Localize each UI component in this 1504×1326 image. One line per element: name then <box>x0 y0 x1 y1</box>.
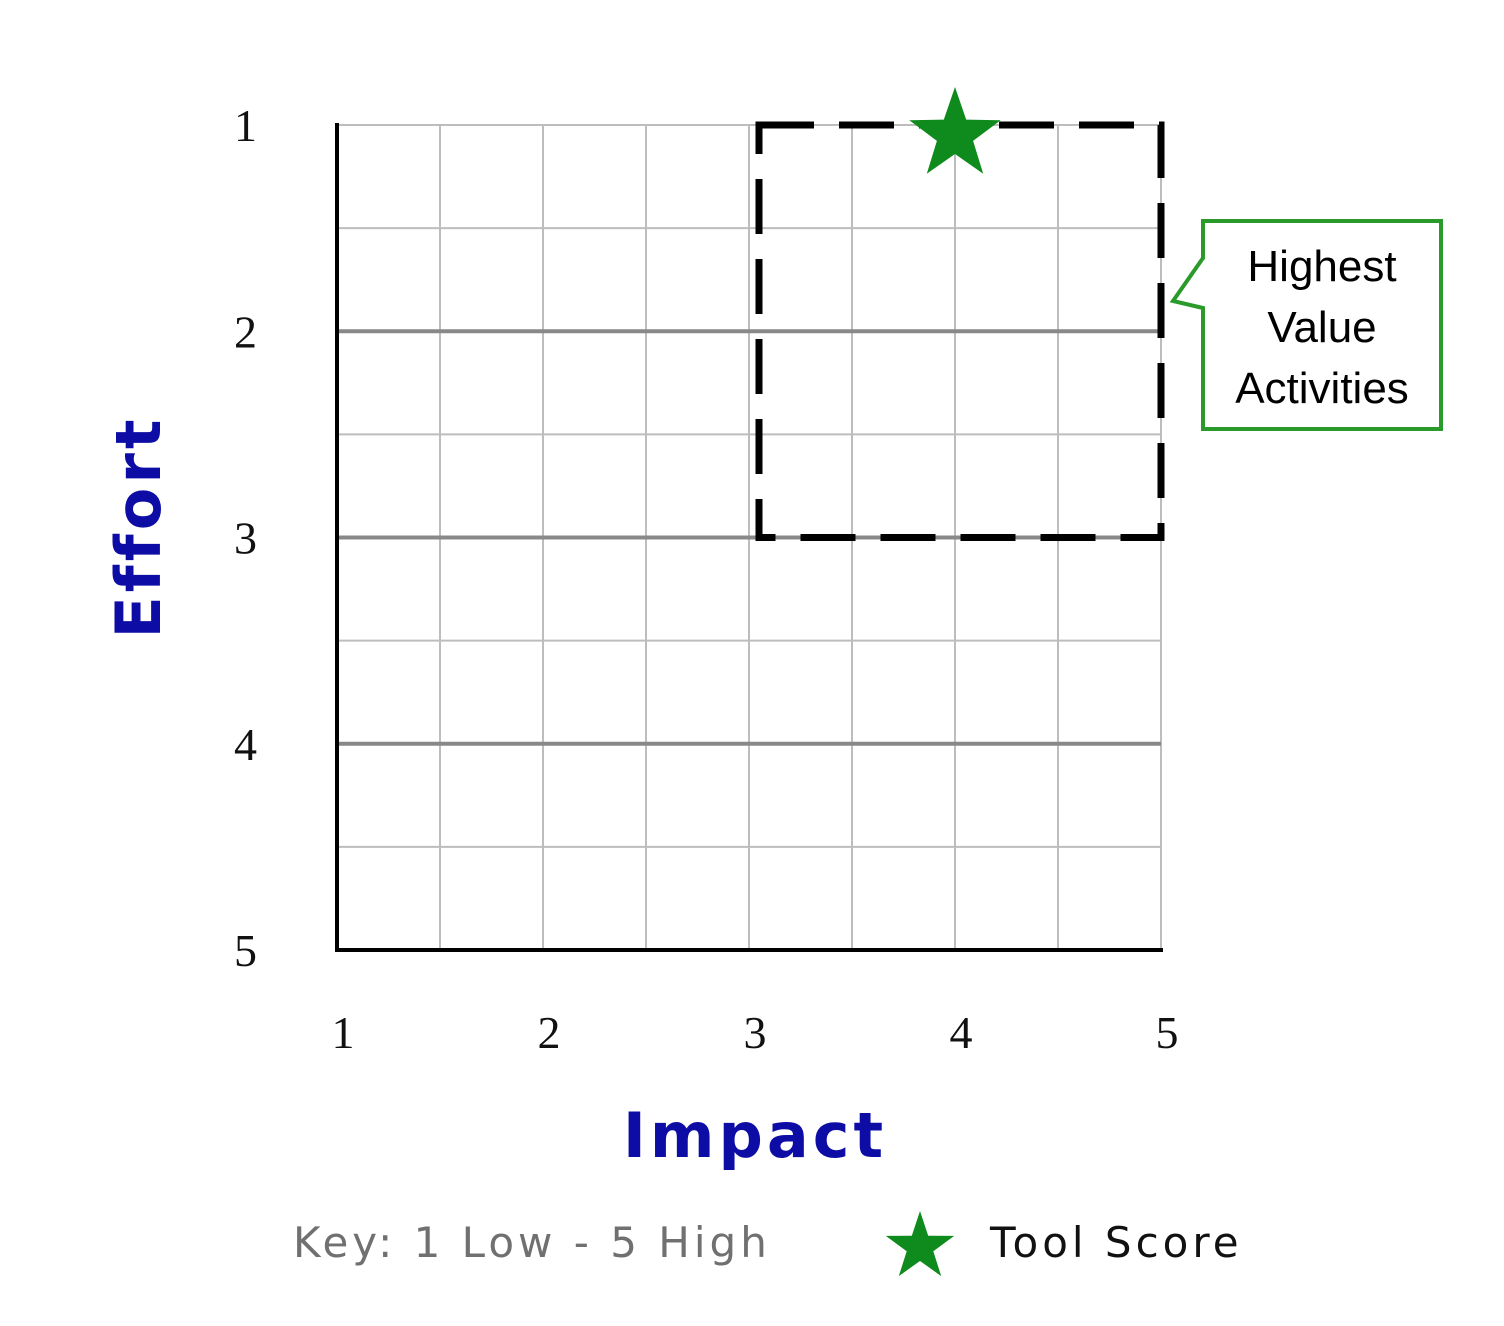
x-axis-title: Impact <box>623 1099 887 1172</box>
legend-label-tool-score: Tool Score <box>989 1218 1243 1267</box>
legend-star-icon <box>885 1211 955 1277</box>
callout-box <box>1169 219 1443 431</box>
y-tick-label: 5 <box>234 925 257 976</box>
legend: Tool Score <box>885 1211 1243 1277</box>
x-tick-label: 3 <box>744 1007 767 1058</box>
y-tick-label: 3 <box>234 513 257 564</box>
callout-line-1: Highest <box>1247 242 1396 291</box>
tick-labels: 1 2 3 4 5 1 2 3 4 5 <box>234 100 1179 1058</box>
tool-score-star <box>909 87 1001 174</box>
y-tick-label: 1 <box>234 100 257 151</box>
x-tick-label: 5 <box>1156 1007 1179 1058</box>
y-tick-label: 4 <box>234 719 257 770</box>
y-axis-title: Effort <box>102 415 175 638</box>
callout-line-2: Value <box>1267 303 1376 352</box>
x-tick-label: 2 <box>538 1007 561 1058</box>
axes <box>335 123 1163 952</box>
grid <box>337 124 1162 950</box>
callout-line-3: Activities <box>1235 364 1409 413</box>
highest-value-callout: Highest Value Activities <box>1169 219 1443 431</box>
scale-key: Key: 1 Low - 5 High <box>293 1218 771 1267</box>
data-points <box>909 87 1001 174</box>
x-tick-label: 4 <box>950 1007 973 1058</box>
x-tick-label: 1 <box>332 1007 355 1058</box>
y-tick-label: 2 <box>234 306 257 357</box>
